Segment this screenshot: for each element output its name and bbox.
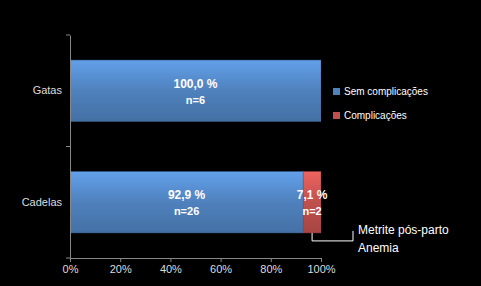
y-tick-label: Cadelas — [22, 196, 63, 208]
data-label: 92,9 % — [168, 188, 206, 202]
x-tick: 40% — [160, 258, 182, 275]
bars — [70, 60, 321, 233]
annotation-line — [312, 231, 353, 241]
legend-entry: Complicações — [333, 110, 407, 121]
chart: 0% 20% 40% 60% 80% 100% Gatas Cadelas 100,0 % n=6… — [0, 0, 481, 286]
x-tick-label: 60% — [210, 263, 232, 275]
x-tick-mark — [120, 258, 121, 262]
bar — [70, 172, 303, 233]
data-label: 7,1 % — [297, 188, 328, 202]
x-tick: 80% — [260, 258, 282, 275]
data-labels: 100,0 % n=6 92,9 % n=26 7,1 % n=2 — [168, 77, 328, 218]
bar — [70, 60, 321, 121]
n-label: n=2 — [302, 205, 321, 217]
x-tick: 60% — [210, 258, 232, 275]
x-tick-mark — [221, 258, 222, 262]
legend-swatch — [333, 88, 340, 95]
n-label: n=6 — [186, 94, 205, 106]
annotation-text: Metrite pós-parto — [358, 223, 449, 237]
n-label: n=26 — [174, 205, 199, 217]
x-tick-mark — [170, 258, 171, 262]
y-axis: Gatas Cadelas — [22, 36, 71, 259]
background — [0, 0, 481, 286]
y-axis-line — [70, 36, 71, 259]
legend-swatch — [333, 112, 340, 119]
x-tick-label: 40% — [160, 263, 182, 275]
y-separator — [66, 258, 70, 259]
legend-label: Sem complicações — [344, 86, 428, 97]
x-tick: 100% — [307, 258, 335, 275]
y-tick: Gatas — [33, 84, 70, 96]
plot: 0% 20% 40% 60% 80% 100% Gatas Cadelas 100,0 % n=6… — [22, 35, 336, 275]
legend-label: Complicações — [344, 110, 407, 121]
x-axis-line — [71, 259, 322, 263]
x-tick-mark — [321, 258, 322, 262]
legend: Sem complicações Complicações — [333, 86, 428, 121]
data-label: 100,0 % — [173, 77, 217, 91]
x-axis: 0% 20% 40% 60% 80% 100% — [63, 258, 336, 275]
x-tick-mark — [70, 258, 71, 262]
y-tick-label: Gatas — [33, 84, 63, 96]
bar — [303, 172, 321, 233]
x-tick-label: 0% — [63, 263, 79, 275]
x-tick: 0% — [63, 258, 79, 275]
legend-entry: Sem complicações — [333, 86, 428, 97]
y-separator — [66, 35, 70, 36]
y-separator — [66, 146, 70, 147]
bar — [321, 60, 322, 121]
annotation: Metrite pós-parto Anemia — [312, 223, 449, 255]
x-tick-label: 100% — [307, 263, 335, 275]
y-separators — [66, 35, 70, 258]
annotation-text: Anemia — [358, 241, 399, 255]
x-tick: 20% — [110, 258, 132, 275]
y-tick: Cadelas — [22, 196, 70, 208]
x-tick-label: 20% — [110, 263, 132, 275]
x-tick-mark — [271, 258, 272, 262]
x-tick-label: 80% — [260, 263, 282, 275]
